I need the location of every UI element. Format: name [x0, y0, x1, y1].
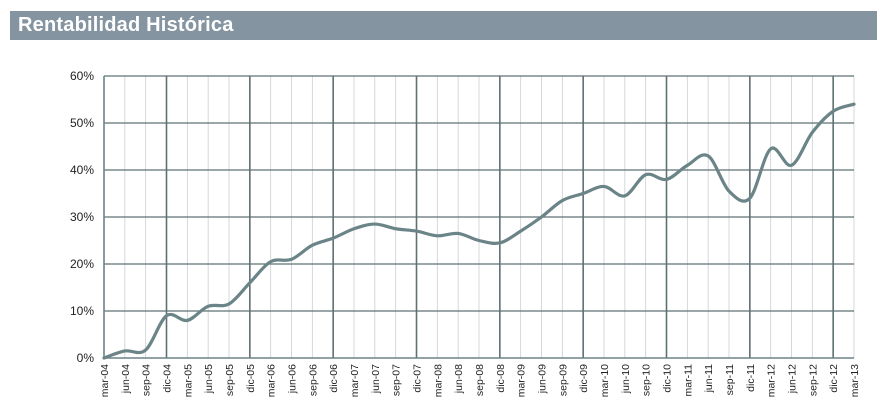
x-tick-label: sep-11	[724, 364, 736, 395]
y-tick-label: 40%	[70, 163, 94, 177]
x-tick-label: jun-12	[787, 364, 799, 394]
x-tick-label: mar-08	[432, 364, 444, 397]
x-tick-label: mar-07	[349, 364, 361, 397]
x-tick-label: dic-08	[495, 364, 507, 393]
y-tick-label: 20%	[70, 257, 94, 271]
x-tick-label: dic-09	[578, 364, 590, 393]
x-tick-label: mar-12	[766, 364, 778, 397]
x-tick-label: mar-04	[99, 364, 111, 397]
x-tick-label: jun-06	[287, 364, 299, 394]
x-tick-label: dic-06	[328, 364, 340, 393]
chart-title-bar: Rentabilidad Histórica	[10, 11, 877, 40]
x-tick-label: sep-07	[391, 364, 403, 396]
x-tick-label: sep-12	[807, 364, 819, 396]
x-tick-label: jun-10	[620, 364, 632, 394]
chart-title: Rentabilidad Histórica	[18, 14, 234, 36]
x-tick-label: dic-04	[162, 364, 174, 393]
x-tick-label: jun-04	[120, 364, 132, 394]
x-tick-label: jun-05	[203, 364, 215, 394]
x-tick-label: dic-07	[412, 364, 424, 393]
x-tick-label: jun-09	[537, 364, 549, 394]
x-tick-label: dic-10	[662, 364, 674, 393]
y-tick-label: 60%	[70, 69, 94, 83]
x-tick-label: sep-10	[641, 364, 653, 396]
series-line	[102, 102, 856, 360]
x-tick-label: jun-07	[370, 364, 382, 394]
x-tick-label: sep-04	[141, 364, 153, 396]
x-tick-label: jun-08	[453, 364, 465, 394]
x-tick-label: mar-05	[182, 364, 194, 397]
x-tick-label: dic-05	[245, 364, 257, 393]
x-tick-label: mar-11	[682, 364, 694, 397]
x-tick-label: mar-10	[599, 364, 611, 397]
x-tick-label: mar-06	[266, 364, 278, 397]
y-tick-label: 0%	[77, 351, 95, 365]
x-tick-label: jun-11	[703, 364, 715, 394]
x-tick-label: sep-06	[307, 364, 319, 396]
y-tick-label: 30%	[70, 210, 94, 224]
x-tick-label: mar-13	[849, 364, 861, 397]
x-tick-label: sep-08	[474, 364, 486, 396]
x-tick-label: sep-05	[224, 364, 236, 396]
x-tick-label: dic-11	[745, 364, 757, 392]
x-tick-label: mar-09	[516, 364, 528, 397]
x-tick-label: sep-09	[557, 364, 569, 396]
x-tick-label: dic-12	[828, 364, 840, 393]
y-tick-label: 50%	[70, 116, 94, 130]
y-tick-label: 10%	[70, 304, 94, 318]
